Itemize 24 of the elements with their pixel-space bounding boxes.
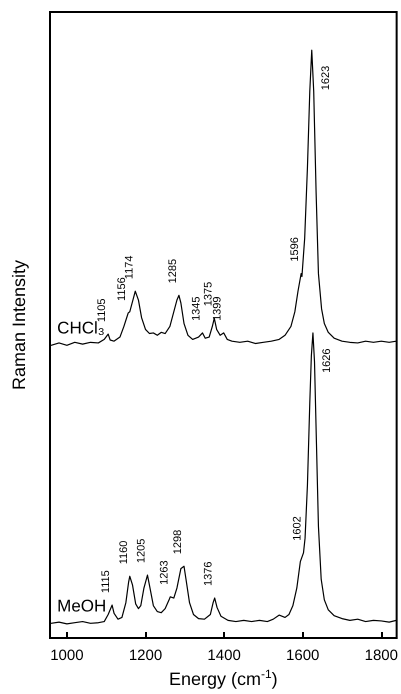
annotation: 1156 (116, 277, 128, 301)
annotation: 1205 (135, 538, 148, 564)
annotation: 1376 (202, 562, 215, 586)
annotation: 1399 (212, 296, 224, 321)
x-tick-label: 1600 (286, 647, 320, 664)
annotation: 1105 (96, 298, 108, 322)
series-label: MeOH (57, 596, 106, 616)
annotation: 1345 (190, 296, 202, 321)
annotation: 1263 (158, 560, 170, 585)
annotation: 1596 (289, 237, 302, 262)
annotation: 1626 (320, 348, 333, 373)
annotation: 1623 (320, 66, 332, 90)
annotation: 1160 (118, 540, 130, 564)
annotation: 1375 (202, 282, 214, 306)
annotation: 1285 (166, 258, 179, 284)
annotation: 1174 (123, 256, 136, 280)
x-tick-label: 1800 (364, 647, 398, 664)
annotation: 1602 (292, 516, 304, 541)
annotation: 1298 (172, 530, 184, 554)
annotation: 1115 (100, 570, 112, 594)
x-tick-label: 1000 (50, 647, 84, 664)
x-tick-label: 1400 (207, 647, 241, 664)
y-axis-title: Raman Intensity (9, 260, 29, 390)
x-tick-label: 1200 (128, 647, 162, 664)
